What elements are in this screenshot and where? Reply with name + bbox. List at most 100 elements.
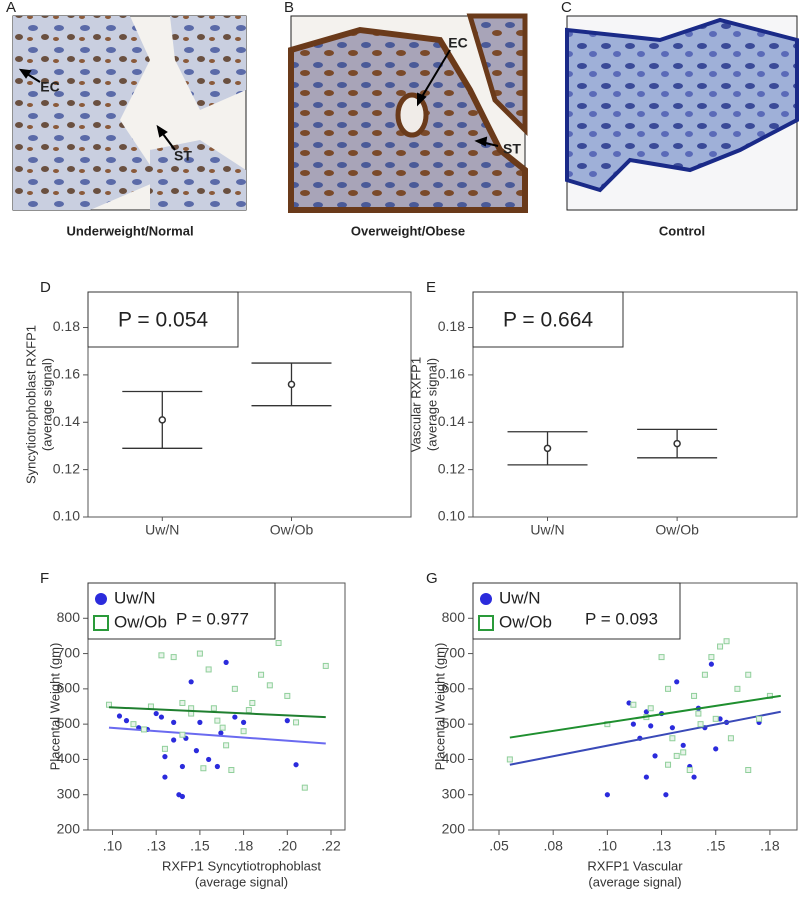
x-tick-label: .18 <box>760 838 780 854</box>
point <box>223 742 230 749</box>
legend-label: Ow/Ob <box>499 612 552 631</box>
x-tick-label: .13 <box>652 838 672 854</box>
fit-line <box>509 710 781 766</box>
legend-marker <box>93 615 109 631</box>
y-tick-label: 600 <box>57 680 81 696</box>
point <box>179 793 186 800</box>
point <box>228 767 235 774</box>
point <box>130 721 137 728</box>
point <box>205 666 212 673</box>
point <box>680 749 687 756</box>
y-tick-label: 0.10 <box>438 508 465 524</box>
point <box>170 654 177 661</box>
point <box>171 737 177 743</box>
micrograph-c <box>565 15 799 211</box>
panel-label: G <box>426 570 438 587</box>
point <box>193 748 199 754</box>
annotation-box <box>472 291 624 348</box>
point <box>219 724 226 731</box>
point <box>723 638 730 645</box>
x-tick-label: .15 <box>190 838 210 854</box>
legend-label: Uw/N <box>499 588 541 607</box>
x-tick-label: .20 <box>278 838 298 854</box>
y-tick-label: 200 <box>57 821 81 837</box>
point <box>756 715 763 722</box>
y-tick-label: 0.14 <box>53 413 80 429</box>
annotation: ST <box>174 148 192 164</box>
point <box>663 792 669 798</box>
point <box>153 710 159 717</box>
x-axis-label: RXFP1 Vascular <box>587 858 683 873</box>
point <box>745 767 752 774</box>
point <box>691 774 697 780</box>
x-tick-label: Uw/N <box>530 522 564 538</box>
point <box>734 685 741 692</box>
point <box>214 763 220 770</box>
annotation: P = 0.664 <box>503 309 593 332</box>
plot-frame <box>472 291 798 518</box>
point <box>188 679 194 685</box>
point <box>506 756 513 763</box>
point <box>210 705 217 712</box>
x-axis-label: (average signal) <box>588 874 681 889</box>
point <box>162 754 168 760</box>
point <box>240 728 247 735</box>
y-tick-label: 0.14 <box>438 413 465 429</box>
point <box>245 707 252 714</box>
point <box>673 752 680 759</box>
y-tick-label: 500 <box>442 715 466 731</box>
point <box>691 692 698 699</box>
annotation: P = 0.977 <box>176 609 249 628</box>
x-tick-label: .22 <box>321 838 341 854</box>
point <box>214 717 221 724</box>
point <box>643 774 649 780</box>
point <box>196 650 203 657</box>
point <box>665 761 672 768</box>
mean-point <box>158 416 167 424</box>
caption: Underweight/Normal <box>66 223 193 238</box>
mean-point <box>287 380 296 389</box>
point <box>713 746 719 752</box>
mean-point <box>673 439 681 448</box>
chart-scatter: G 200 300 400 500 600 700 800 Placental Weight (… <box>426 570 798 889</box>
point <box>293 762 299 768</box>
panel-label: B <box>284 0 294 16</box>
point <box>161 745 168 752</box>
point <box>658 654 665 661</box>
y-tick-label: 300 <box>57 785 81 801</box>
point <box>674 679 680 685</box>
point <box>745 671 752 678</box>
legend-label: Ow/Ob <box>114 612 167 631</box>
y-tick-label: 700 <box>442 644 466 660</box>
arrows <box>18 49 499 151</box>
point <box>717 643 724 650</box>
x-axis-label: (average signal) <box>195 874 288 889</box>
point <box>179 763 186 770</box>
x-tick-label: .08 <box>543 838 563 854</box>
point <box>686 767 693 774</box>
point <box>695 710 702 717</box>
x-tick-label: .10 <box>598 838 618 854</box>
caption: Overweight/Obese <box>351 223 465 238</box>
annotation: EC <box>448 35 467 51</box>
panel-label: E <box>426 279 436 296</box>
x-tick-label: .05 <box>489 838 509 854</box>
y-tick-label: 400 <box>442 750 466 766</box>
point <box>179 731 186 738</box>
legend-box <box>87 582 276 640</box>
point <box>206 756 212 763</box>
y-tick-label: 0.12 <box>53 460 80 476</box>
micrograph-b <box>288 13 528 213</box>
fit-line <box>108 706 326 719</box>
y-axis-label: Syncytiotrophoblast RXFP1 <box>23 325 38 484</box>
point <box>231 685 238 692</box>
point <box>162 774 168 780</box>
point <box>669 735 676 742</box>
point <box>293 719 300 726</box>
chart-scatter: F 200 300 400 500 600 700 800 Placental Weight (… <box>40 570 346 889</box>
legend-marker <box>480 593 492 605</box>
y-axis-label: Vascular RXFP1 <box>408 357 423 452</box>
y-tick-label: 400 <box>57 750 81 766</box>
point <box>708 654 715 661</box>
